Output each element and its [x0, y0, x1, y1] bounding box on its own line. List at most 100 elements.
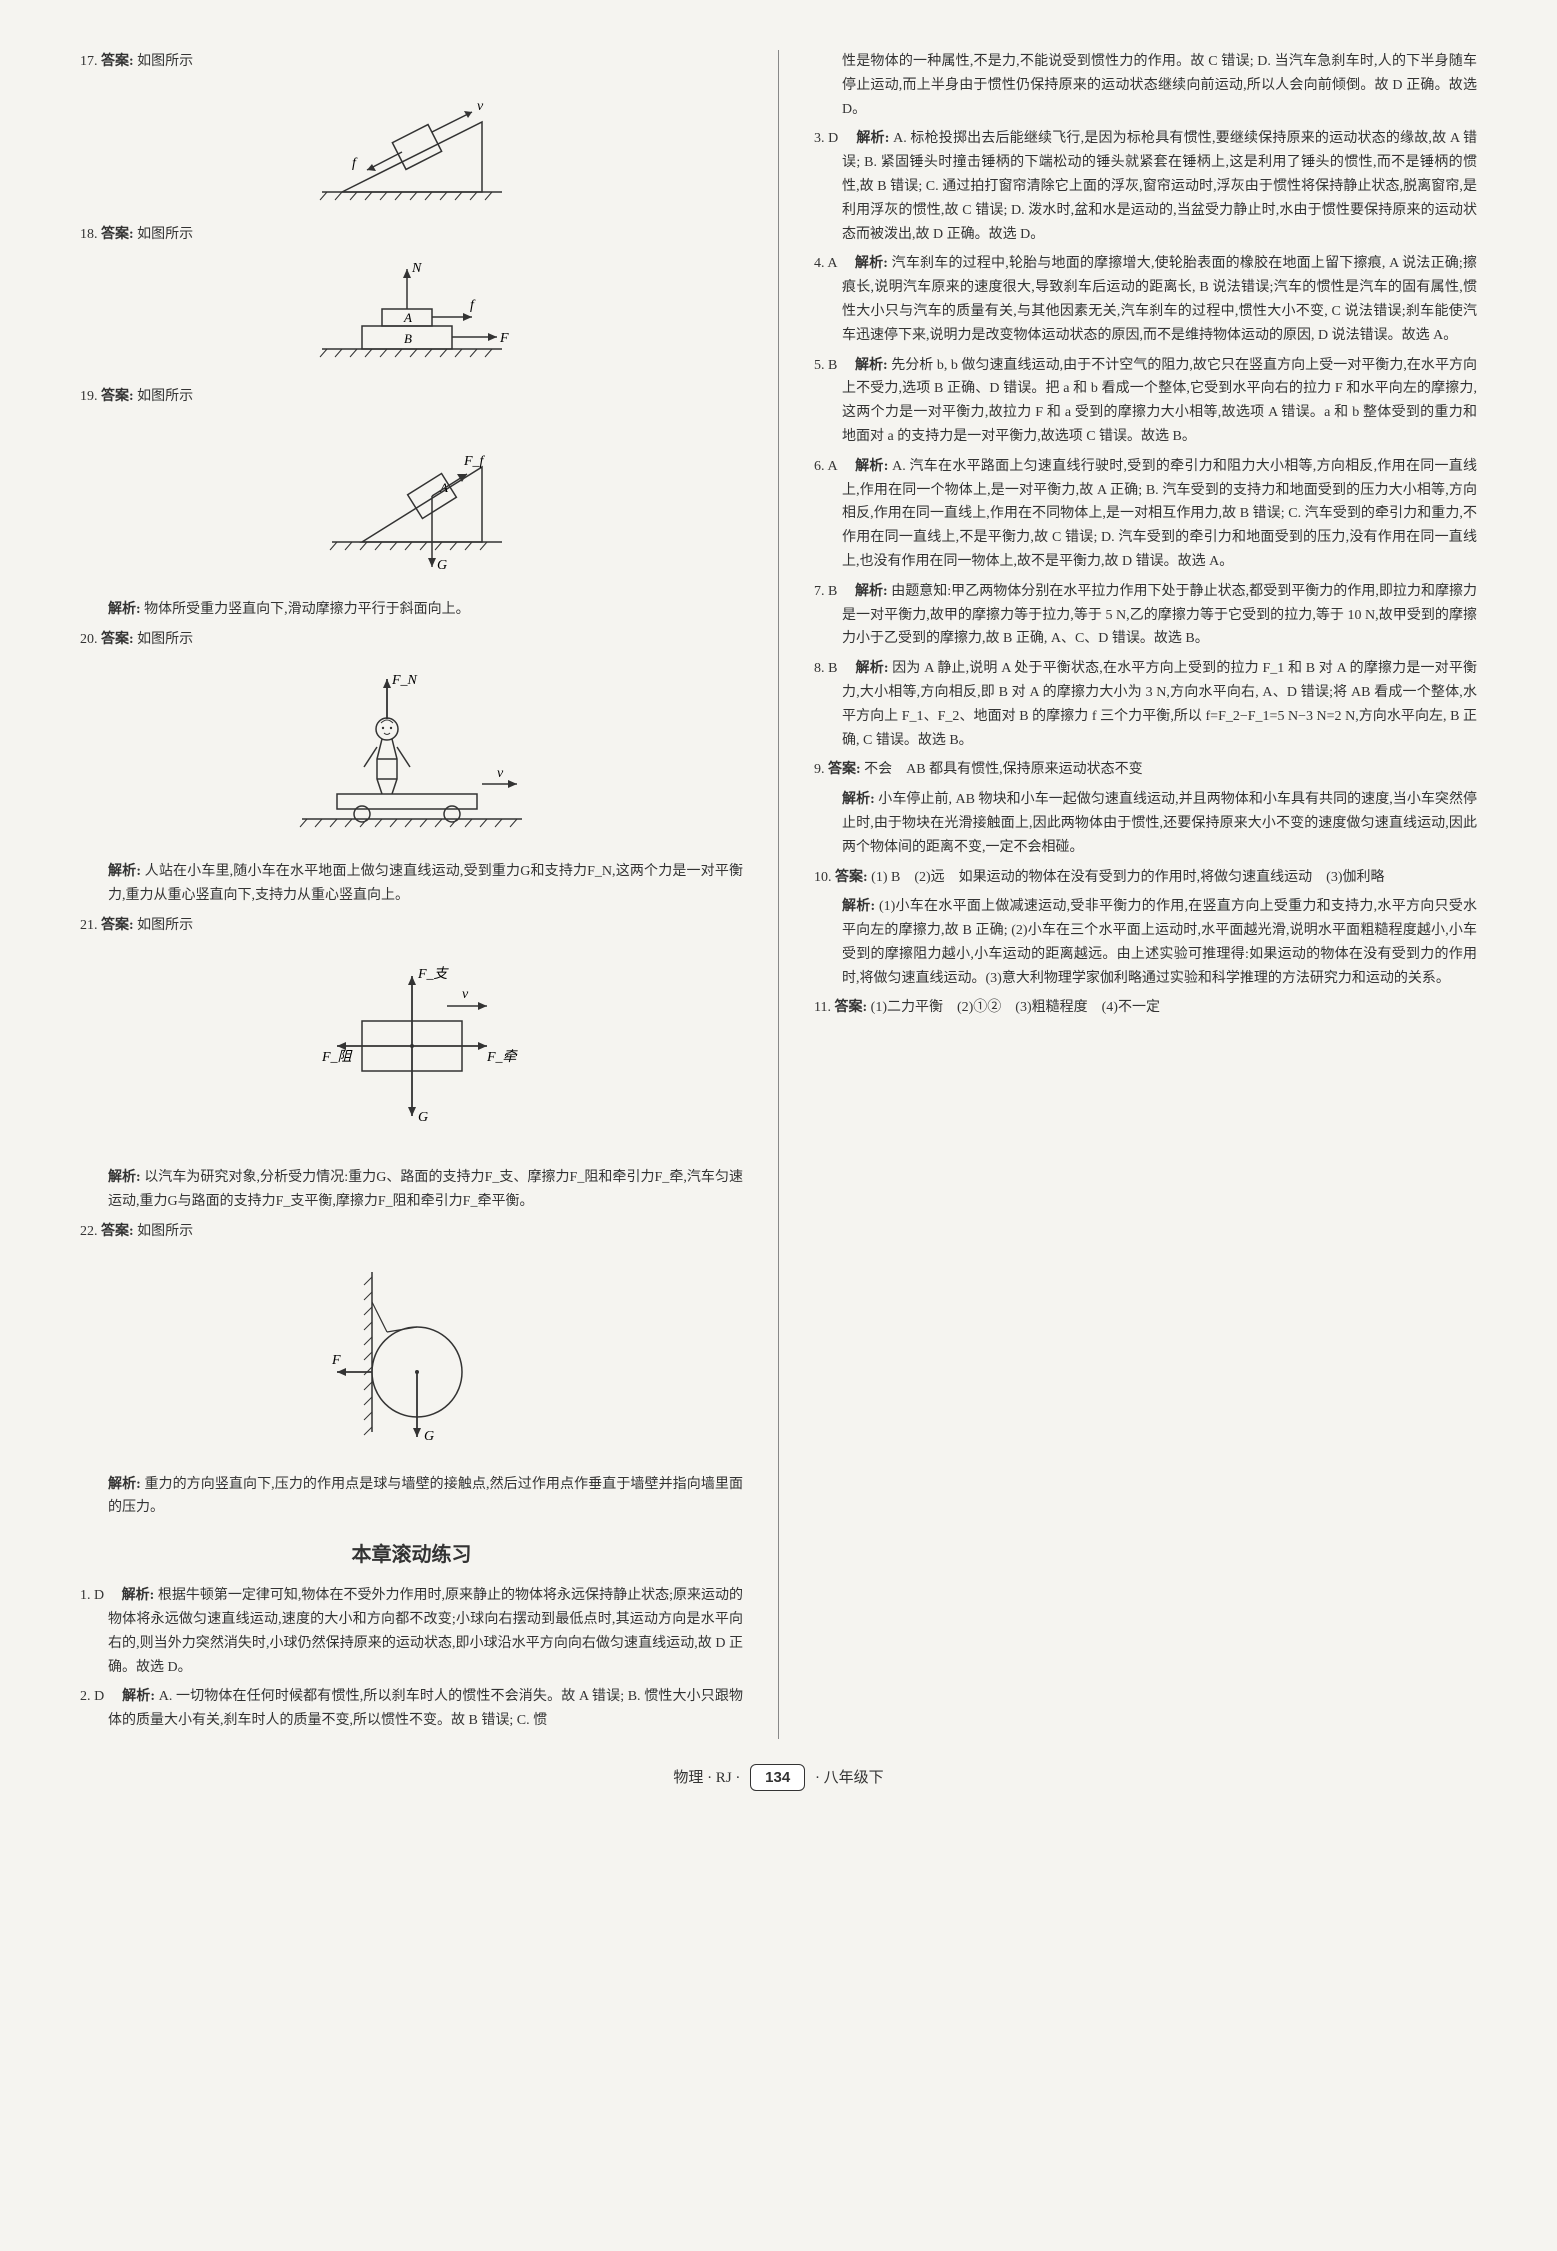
q22-prefix: 22.: [80, 1224, 98, 1239]
q20-exp-text: 人站在小车里,随小车在水平地面上做匀速直线运动,受到重力G和支持力F_N,这两个…: [108, 864, 743, 903]
p5-exp-text: 先分析 b, b 做匀速直线运动,由于不计空气的阻力,故它只在竖直方向上受一对平…: [842, 358, 1477, 444]
p7: 7. B 解析: 由题意知:甲乙两物体分别在水平拉力作用下处于静止状态,都受到平…: [814, 580, 1477, 651]
fig19-G: G: [437, 558, 447, 573]
p7-exp-text: 由题意知:甲乙两物体分别在水平拉力作用下处于静止状态,都受到平衡力的作用,即拉力…: [842, 584, 1477, 647]
fig20-v: v: [497, 766, 504, 781]
fig18-B: B: [404, 331, 412, 346]
p9-exp: 解析: 小车停止前, AB 物块和小车一起做匀速直线运动,并且两物体和小车具有共…: [814, 788, 1477, 859]
p11: 11. 答案: (1)二力平衡 (2)①② (3)粗糙程度 (4)不一定: [814, 996, 1477, 1020]
q17-ans-label: 答案:: [101, 54, 134, 69]
fig21-v: v: [462, 987, 469, 1002]
q22-exp-text: 重力的方向竖直向下,压力的作用点是球与墙壁的接触点,然后过作用点作垂直于墙壁并指…: [108, 1477, 743, 1516]
q20: 20. 答案: 如图所示: [80, 628, 743, 652]
p11-ans-label: 答案:: [834, 1000, 867, 1015]
q22: 22. 答案: 如图所示: [80, 1220, 743, 1244]
p5-exp-label: 解析:: [855, 358, 888, 373]
q19-exp-text: 物体所受重力竖直向下,滑动摩擦力平行于斜面向上。: [144, 602, 470, 617]
fig18: B A N f F: [80, 254, 743, 373]
page-columns: 17. 答案: 如图所示 v f 18. 答案:: [80, 50, 1477, 1739]
q19-exp-label: 解析:: [108, 602, 141, 617]
p9-prefix: 9.: [814, 762, 828, 777]
q18: 18. 答案: 如图所示: [80, 223, 743, 247]
page-number: 134: [750, 1764, 805, 1792]
p10: 10. 答案: (1) B (2)远 如果运动的物体在没有受到力的作用时,将做匀…: [814, 866, 1477, 890]
fig21-Fzu: F_阻: [321, 1049, 354, 1065]
p6-prefix: 6. A: [814, 459, 851, 474]
p4: 4. A 解析: 汽车刹车的过程中,轮胎与地面的摩擦增大,使轮胎表面的橡胶在地面…: [814, 252, 1477, 347]
footer-left: 物理 · RJ ·: [673, 1770, 740, 1786]
column-divider: [778, 50, 779, 1739]
p10-ans-label: 答案:: [835, 870, 868, 885]
q20-exp: 解析: 人站在小车里,随小车在水平地面上做匀速直线运动,受到重力G和支持力F_N…: [80, 860, 743, 908]
p1-exp-text: 根据牛顿第一定律可知,物体在不受外力作用时,原来静止的物体将永远保持静止状态;原…: [108, 1588, 743, 1674]
p7-prefix: 7. B: [814, 584, 851, 599]
p6-exp-text: A. 汽车在水平路面上匀速直线行驶时,受到的牵引力和阻力大小相等,方向相反,作用…: [842, 459, 1477, 569]
p2-exp-label: 解析:: [122, 1689, 155, 1704]
p9-exp-text: 小车停止前, AB 物块和小车一起做匀速直线运动,并且两物体和小车具有共同的速度…: [842, 792, 1477, 855]
q19-prefix: 19.: [80, 389, 98, 404]
p7-exp-label: 解析:: [855, 584, 888, 599]
p1: 1. D 解析: 根据牛顿第一定律可知,物体在不受外力作用时,原来静止的物体将永…: [80, 1584, 743, 1679]
p10-prefix: 10.: [814, 870, 835, 885]
page-footer: 物理 · RJ · 134 · 八年级下: [80, 1764, 1477, 1792]
p4-exp-label: 解析:: [855, 256, 888, 271]
p4-prefix: 4. A: [814, 256, 851, 271]
fig20: F_N v: [80, 659, 743, 848]
q20-ans-text: 如图所示: [137, 632, 193, 647]
q17-prefix: 17.: [80, 54, 98, 69]
fig18-F: F: [499, 331, 509, 346]
q22-ans-label: 答案:: [101, 1224, 134, 1239]
p2: 2. D 解析: A. 一切物体在任何时候都有惯性,所以刹车时人的惯性不会消失。…: [80, 1685, 743, 1733]
q22-ans-text: 如图所示: [137, 1224, 193, 1239]
p11-prefix: 11.: [814, 1000, 834, 1015]
right-column: 性是物体的一种属性,不是力,不能说受到惯性力的作用。故 C 错误; D. 当汽车…: [814, 50, 1477, 1739]
p9-ans-text: 不会 AB 都具有惯性,保持原来运动状态不变: [864, 762, 1142, 777]
p5: 5. B 解析: 先分析 b, b 做匀速直线运动,由于不计空气的阻力,故它只在…: [814, 354, 1477, 449]
p2-prefix: 2. D: [80, 1689, 119, 1704]
q17-ans-text: 如图所示: [137, 54, 193, 69]
q20-ans-label: 答案:: [101, 632, 134, 647]
fig18-N: N: [411, 261, 422, 276]
p2-cont-text: 性是物体的一种属性,不是力,不能说受到惯性力的作用。故 C 错误; D. 当汽车…: [842, 54, 1477, 117]
q19-ans-label: 答案:: [101, 389, 134, 404]
p8: 8. B 解析: 因为 A 静止,说明 A 处于平衡状态,在水平方向上受到的拉力…: [814, 657, 1477, 752]
p10-exp-text: (1)小车在水平面上做减速运动,受非平衡力的作用,在竖直方向上受重力和支持力,水…: [842, 899, 1477, 985]
p10-ans-text: (1) B (2)远 如果运动的物体在没有受到力的作用时,将做匀速直线运动 (3…: [871, 870, 1384, 885]
q18-ans-label: 答案:: [101, 227, 134, 242]
p1-prefix: 1. D: [80, 1588, 118, 1603]
p2-cont: 性是物体的一种属性,不是力,不能说受到惯性力的作用。故 C 错误; D. 当汽车…: [814, 50, 1477, 121]
p2-exp-text: A. 一切物体在任何时候都有惯性,所以刹车时人的惯性不会消失。故 A 错误; B…: [108, 1689, 743, 1728]
p9: 9. 答案: 不会 AB 都具有惯性,保持原来运动状态不变: [814, 758, 1477, 782]
q18-ans-text: 如图所示: [137, 227, 193, 242]
fig17: v f: [80, 82, 743, 211]
fig21-Fq: F_牵: [486, 1049, 519, 1065]
p3-exp-label: 解析:: [856, 131, 889, 146]
q21: 21. 答案: 如图所示: [80, 914, 743, 938]
fig19-Ff: F_f: [463, 454, 486, 469]
q19-exp: 解析: 物体所受重力竖直向下,滑动摩擦力平行于斜面向上。: [80, 598, 743, 622]
q20-prefix: 20.: [80, 632, 98, 647]
p6-exp-label: 解析:: [855, 459, 888, 474]
q22-exp: 解析: 重力的方向竖直向下,压力的作用点是球与墙壁的接触点,然后过作用点作垂直于…: [80, 1473, 743, 1521]
fig22-G: G: [424, 1429, 434, 1444]
q17: 17. 答案: 如图所示: [80, 50, 743, 74]
q21-ans-text: 如图所示: [137, 918, 193, 933]
p9-ans-label: 答案:: [828, 762, 861, 777]
p10-exp-label: 解析:: [842, 899, 875, 914]
q21-exp-text: 以汽车为研究对象,分析受力情况:重力G、路面的支持力F_支、摩擦力F_阻和牵引力…: [108, 1170, 743, 1209]
p1-exp-label: 解析:: [122, 1588, 155, 1603]
q18-prefix: 18.: [80, 227, 98, 242]
q21-exp-label: 解析:: [108, 1170, 141, 1185]
p8-prefix: 8. B: [814, 661, 852, 676]
fig18-f: f: [470, 298, 476, 313]
p5-prefix: 5. B: [814, 358, 851, 373]
q21-exp: 解析: 以汽车为研究对象,分析受力情况:重力G、路面的支持力F_支、摩擦力F_阻…: [80, 1166, 743, 1214]
q19: 19. 答案: 如图所示: [80, 385, 743, 409]
p3-prefix: 3. D: [814, 131, 853, 146]
p8-exp-text: 因为 A 静止,说明 A 处于平衡状态,在水平方向上受到的拉力 F_1 和 B …: [842, 661, 1477, 747]
fig17-v: v: [477, 99, 484, 114]
left-column: 17. 答案: 如图所示 v f 18. 答案:: [80, 50, 743, 1739]
fig21-Fz: F_支: [417, 966, 450, 982]
fig21: F_支 G F_阻 F_牵 v: [80, 946, 743, 1155]
p9-exp-label: 解析:: [842, 792, 875, 807]
